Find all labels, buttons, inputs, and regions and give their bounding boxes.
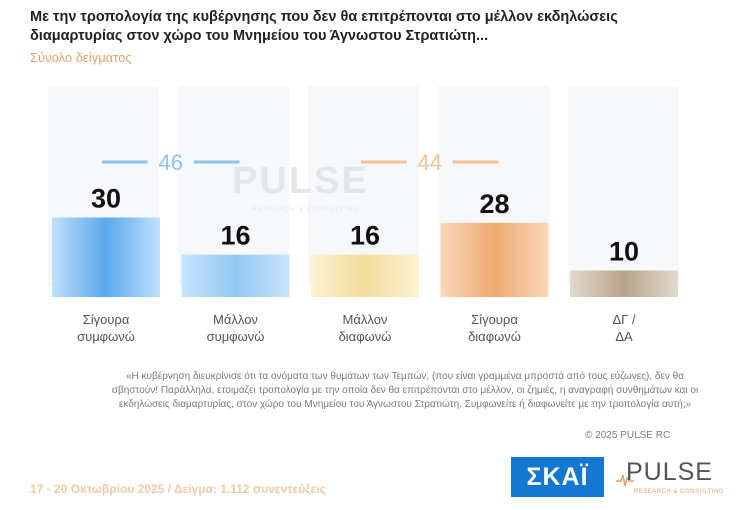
category-label-4-line-1: Σίγουρα [471, 312, 518, 327]
chart-title: Με την τροπολογία της κυβέρνησης που δεν… [30, 9, 618, 44]
bar-1 [52, 217, 160, 297]
pulse-watermark: PULSE [232, 160, 369, 202]
category-label-2-line-1: Μάλλον [213, 312, 258, 327]
group-total-2: 44 [418, 150, 442, 175]
group-total-1: 46 [159, 150, 183, 175]
bar-backdrop-3 [308, 86, 419, 286]
category-label-3-line-1: Μάλλον [343, 312, 388, 327]
bar-2 [181, 254, 290, 297]
chart-subtitle: Σύνολο δείγματος [30, 50, 132, 65]
bar-value-label-1: 30 [91, 184, 121, 214]
category-label-2-line-2: συμφωνώ [207, 329, 265, 344]
bar-value-label-3: 16 [350, 221, 380, 251]
question-footnote: «Η κυβέρνηση διευκρίνισε ότι τα ονόματα … [111, 371, 699, 410]
category-label-3-line-2: διαφωνώ [339, 329, 392, 344]
bar-5 [570, 270, 678, 297]
pulse-watermark-tagline: RESEARCH & CONSULTING [252, 206, 360, 213]
category-label-1-line-2: συμφωνώ [77, 329, 135, 344]
bar-value-label-2: 16 [220, 221, 250, 251]
skai-logo: ΣΚΑΪ [511, 457, 604, 497]
bar-value-label-4: 28 [479, 189, 509, 219]
pulse-heartbeat-icon [616, 474, 634, 487]
category-label-4-line-2: διαφωνώ [468, 329, 521, 344]
category-label-5-line-2: ΔΑ [615, 329, 633, 344]
category-label-5-line-1: ΔΓ / [612, 312, 635, 327]
bar-3 [311, 254, 419, 297]
bar-backdrop-5 [568, 86, 679, 286]
bar-chart: 46 44 30 16 16 28 10 Σίγουρα συμφωνώ Μάλλον συμφ… [52, 150, 678, 344]
bar-value-label-5: 10 [609, 237, 639, 267]
pulse-logo-text: PULSE [626, 458, 713, 486]
bar-backdrop-2 [178, 86, 289, 286]
survey-dates-sample: 17 - 20 Οκτωβρίου 2025 / Δείγμα: 1.112 σ… [30, 482, 326, 496]
pulse-logo: PULSE RESEARCH & CONSULTING [616, 458, 728, 500]
category-label-1-line-1: Σίγουρα [83, 312, 130, 327]
pulse-logo-tagline: RESEARCH & CONSULTING [634, 489, 725, 495]
bar-4 [440, 222, 549, 297]
copyright-note: © 2025 PULSE RC [585, 430, 671, 441]
